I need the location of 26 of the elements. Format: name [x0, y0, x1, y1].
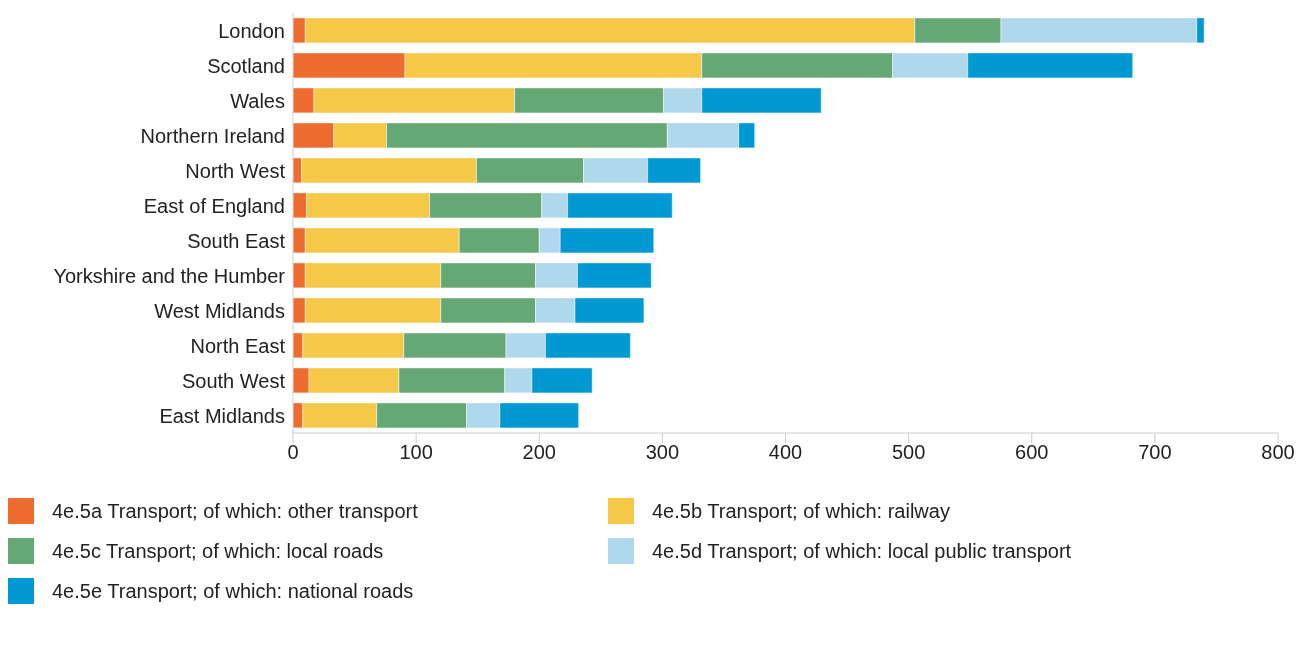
y-tick-label: West Midlands — [154, 299, 285, 322]
x-tick-label: 500 — [891, 441, 926, 464]
y-tick-label: Northern Ireland — [140, 124, 285, 147]
x-tick-label: 0 — [287, 441, 299, 464]
y-tick-label: North East — [190, 334, 286, 357]
legend-label: 4e.5a Transport; of which: other transport — [52, 499, 418, 523]
legend-label: 4e.5d Transport; of which: local public transport — [652, 539, 1072, 563]
y-tick-label: South West — [181, 369, 286, 392]
y-tick-label: East of England — [143, 194, 285, 217]
y-tick-label: Scotland — [207, 54, 285, 77]
x-tick-label: 700 — [1138, 441, 1172, 464]
y-tick-label: London — [218, 19, 285, 42]
legend-label: 4e.5b Transport; of which: railway — [652, 499, 950, 523]
y-tick-label: Wales — [230, 89, 285, 112]
x-tick-label: 200 — [522, 441, 556, 464]
y-tick-label: North West — [185, 159, 286, 182]
x-tick-label: 100 — [399, 441, 433, 464]
x-tick-label: 300 — [645, 441, 680, 464]
legend-label: 4e.5e Transport; of which: national roads — [52, 579, 414, 603]
x-tick-label: 400 — [768, 441, 803, 464]
x-tick-label: 800 — [1261, 441, 1295, 464]
y-tick-label: Yorkshire and the Humber — [53, 264, 286, 287]
x-tick-label: 600 — [1015, 441, 1049, 464]
y-tick-label: South East — [187, 229, 286, 252]
legend-label: 4e.5c Transport; of which: local roads — [52, 539, 384, 563]
y-tick-label: East Midlands — [159, 404, 285, 427]
